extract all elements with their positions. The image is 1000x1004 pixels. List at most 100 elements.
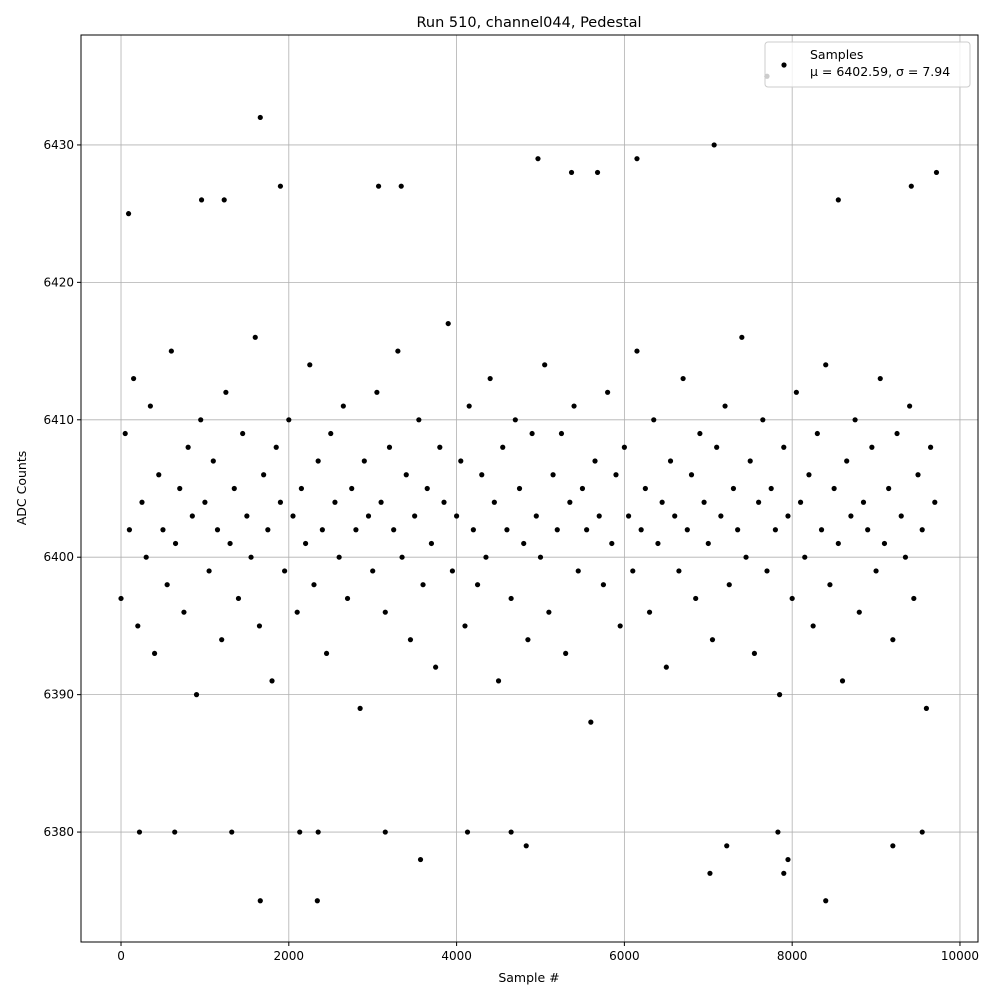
data-point	[361, 458, 367, 464]
data-point	[374, 389, 380, 395]
data-point	[902, 554, 909, 560]
data-point	[512, 417, 518, 423]
y-tick-label: 6430	[43, 138, 74, 152]
data-point	[886, 485, 892, 492]
data-point	[785, 513, 791, 519]
data-point	[877, 375, 883, 382]
data-point	[412, 513, 418, 519]
data-point	[634, 348, 640, 354]
data-point	[257, 114, 263, 121]
data-point	[311, 582, 317, 588]
data-point	[707, 870, 713, 876]
legend-marker	[781, 62, 787, 68]
data-point	[164, 582, 170, 588]
data-point	[869, 444, 875, 450]
data-point	[571, 403, 577, 409]
data-point	[370, 568, 376, 574]
data-point	[835, 197, 841, 203]
x-axis-ticks: 0 2000 4000 6000 8000 10000	[117, 942, 979, 963]
data-point	[139, 499, 145, 505]
data-point	[535, 156, 541, 162]
data-point	[730, 485, 737, 492]
data-point	[651, 417, 657, 423]
data-point	[705, 540, 711, 547]
data-point	[789, 595, 795, 602]
data-point	[269, 678, 275, 684]
data-point	[823, 362, 829, 368]
data-point	[365, 513, 372, 519]
data-point	[375, 183, 382, 189]
data-point	[823, 898, 829, 904]
data-point	[315, 458, 321, 464]
data-point	[160, 527, 166, 533]
data-point	[156, 472, 162, 478]
data-point	[529, 430, 535, 437]
x-tick-label: 4000	[441, 949, 472, 963]
data-point	[709, 637, 716, 643]
data-point	[420, 582, 426, 588]
data-point	[177, 485, 183, 492]
data-point	[286, 417, 292, 423]
data-point	[466, 403, 472, 409]
data-point	[319, 527, 325, 533]
data-point	[567, 499, 573, 505]
data-point	[680, 375, 686, 382]
data-point	[214, 527, 221, 533]
y-axis-label: ADC Counts	[14, 451, 29, 526]
data-point	[437, 444, 443, 450]
data-point	[131, 375, 137, 382]
data-point	[521, 540, 527, 547]
data-point	[890, 843, 896, 849]
data-point	[125, 211, 132, 217]
data-point	[839, 678, 846, 684]
data-point	[915, 472, 921, 478]
data-point	[743, 554, 749, 560]
data-point	[210, 458, 216, 464]
data-point	[357, 705, 363, 711]
data-point	[290, 513, 296, 519]
data-point	[533, 513, 539, 519]
data-point	[684, 527, 690, 533]
data-point	[256, 623, 263, 629]
data-point	[735, 527, 741, 533]
data-point	[487, 375, 493, 382]
data-point	[223, 389, 229, 395]
data-point	[600, 582, 607, 588]
x-tick-label: 2000	[274, 949, 305, 963]
data-point	[143, 554, 149, 560]
data-point	[136, 829, 143, 835]
y-tick-label: 6390	[43, 688, 74, 702]
data-point	[340, 403, 346, 409]
data-point	[621, 444, 627, 450]
x-tick-label: 8000	[777, 949, 808, 963]
data-point	[504, 527, 510, 533]
data-point	[693, 595, 699, 602]
data-point	[500, 444, 506, 450]
data-point	[244, 513, 250, 519]
data-point	[491, 499, 497, 505]
data-point	[625, 513, 632, 519]
data-point	[282, 568, 288, 574]
data-point	[252, 334, 258, 340]
data-point	[277, 183, 284, 189]
data-point	[386, 444, 393, 450]
data-point	[433, 664, 439, 670]
data-point	[563, 650, 569, 657]
data-point	[416, 417, 422, 423]
data-point	[739, 334, 745, 340]
data-point	[814, 430, 820, 437]
y-axis-ticks: 6380 6390 6400 6410 6420 6430	[43, 138, 81, 839]
data-point	[655, 540, 661, 547]
data-point	[265, 527, 271, 533]
data-point	[894, 430, 900, 437]
data-point	[550, 472, 556, 478]
plot-frame	[80, 34, 979, 943]
y-tick-label: 6410	[43, 413, 74, 427]
data-point	[229, 829, 235, 835]
data-point	[911, 595, 917, 602]
data-point	[646, 609, 653, 615]
data-point	[781, 444, 787, 450]
data-point	[575, 568, 581, 574]
data-point	[865, 527, 871, 533]
data-point	[881, 540, 888, 547]
